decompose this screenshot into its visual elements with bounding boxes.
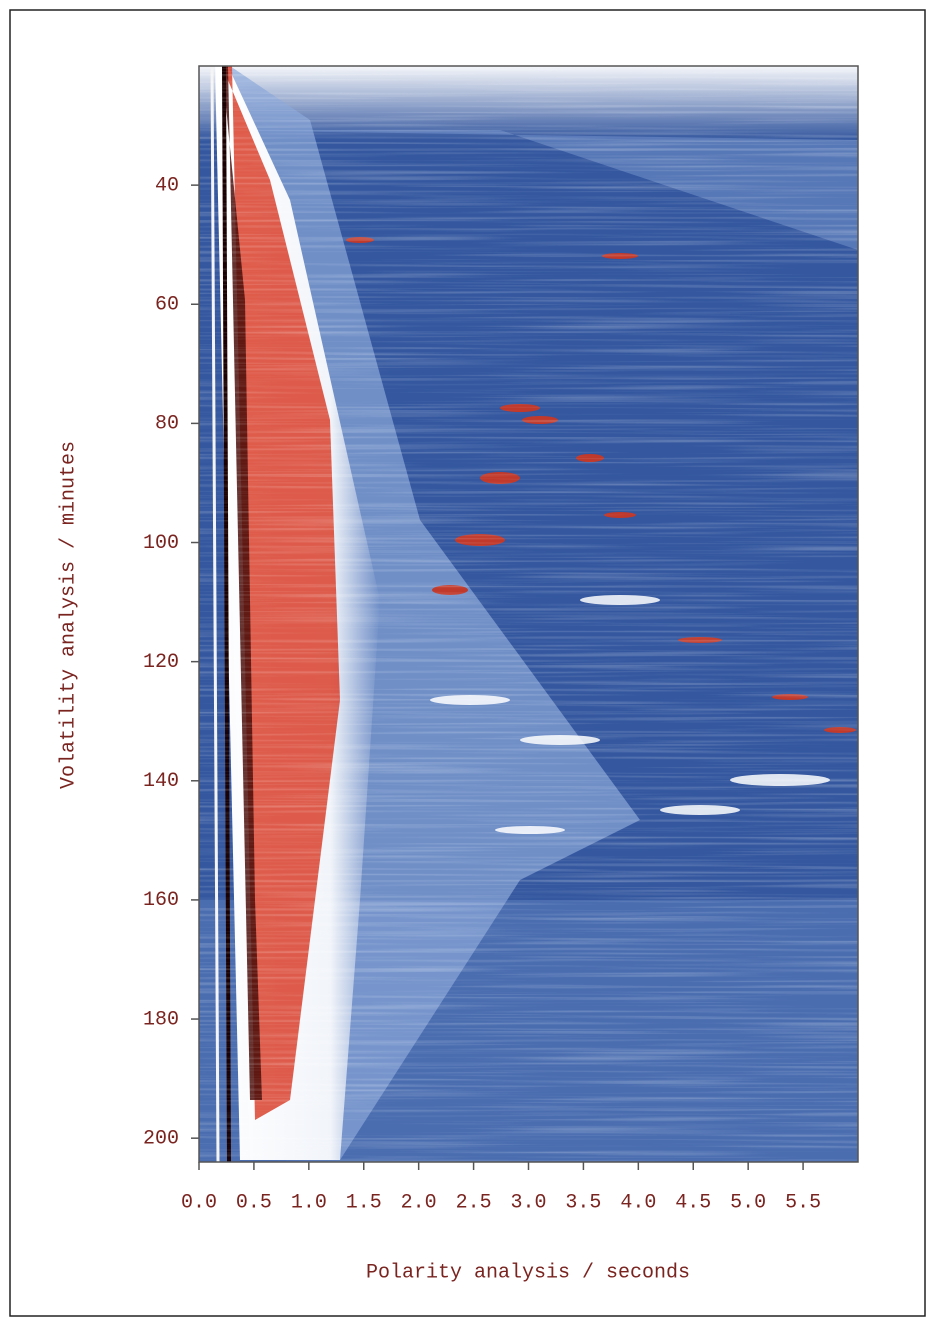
x-tick-label: 5.0 (730, 1191, 766, 1214)
y-tick-label: 60 (155, 294, 179, 317)
x-tick-label: 0.5 (236, 1191, 272, 1214)
y-tick-label: 80 (155, 413, 179, 436)
y-tick-label: 100 (143, 532, 179, 555)
x-tick-label: 3.5 (565, 1191, 601, 1214)
x-axis-label: Polarity analysis / seconds (366, 1261, 690, 1284)
x-tick-label: 1.0 (291, 1191, 327, 1214)
x-tick-label: 2.0 (401, 1191, 437, 1214)
y-tick-label: 120 (143, 651, 179, 674)
x-tick-label: 5.5 (785, 1191, 821, 1214)
y-tick-label: 40 (155, 174, 179, 197)
x-tick-label: 1.5 (346, 1191, 382, 1214)
heatmap-image (199, 66, 858, 1162)
x-tick-label: 2.5 (456, 1191, 492, 1214)
x-tick-label: 3.0 (510, 1191, 546, 1214)
x-tick-label: 0.0 (181, 1191, 217, 1214)
y-tick-label: 140 (143, 770, 179, 793)
y-tick-label: 160 (143, 889, 179, 912)
y-axis-label: Volatility analysis / minutes (57, 441, 80, 789)
y-tick-label: 180 (143, 1008, 179, 1031)
x-tick-label: 4.5 (675, 1191, 711, 1214)
x-tick-label: 4.0 (620, 1191, 656, 1214)
frame (9, 9, 926, 1317)
y-tick-label: 200 (143, 1127, 179, 1150)
